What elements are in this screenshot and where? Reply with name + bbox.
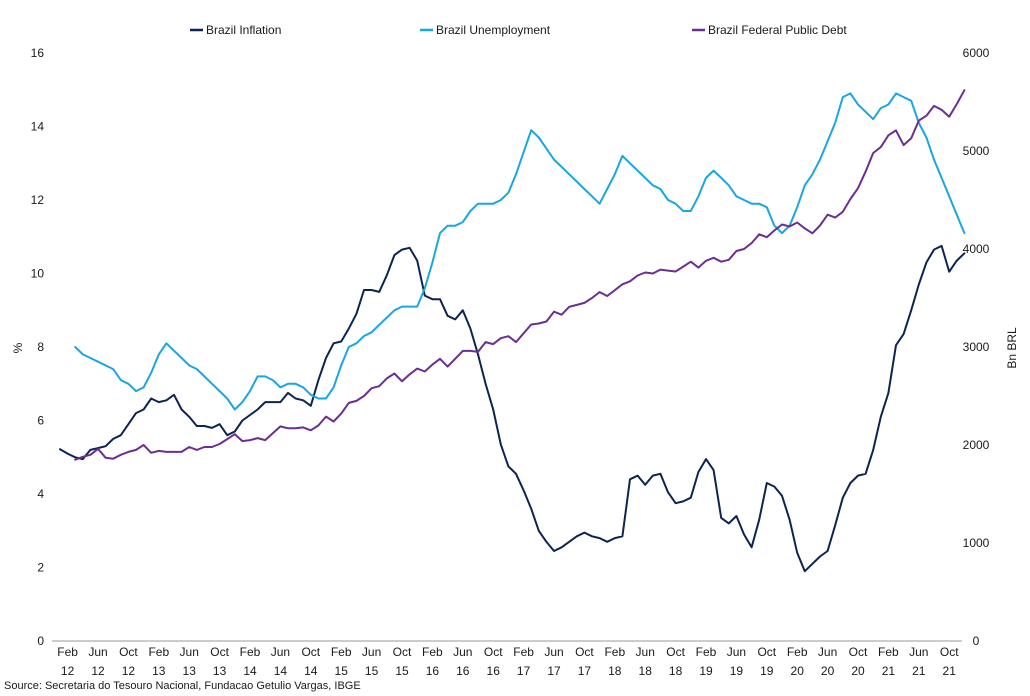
x-tick-year: 18 <box>608 664 622 678</box>
y-right-tick-label: 1000 <box>963 536 990 550</box>
legend-label: Brazil Unemployment <box>436 23 551 37</box>
x-tick-month: Feb <box>513 645 534 659</box>
series-line-brazil-unemployment <box>74 92 966 411</box>
y-axis-right: 0 1000 2000 3000 4000 5000 6000 <box>963 46 990 648</box>
x-tick-year: 21 <box>912 664 926 678</box>
x-axis: Feb 12 Jun 12 Oct 12 Feb 13 Jun 13 Oct 13 Feb 14 Jun 14… <box>57 645 959 678</box>
y-right-tick-label: 2000 <box>963 438 990 452</box>
x-tick-month: Oct <box>666 645 685 659</box>
y-left-tick-label: 0 <box>37 634 44 648</box>
x-tick-month: Oct <box>575 645 594 659</box>
x-tick-year: 16 <box>487 664 501 678</box>
series-line-brazil-inflation <box>59 244 966 573</box>
x-tick-year: 15 <box>335 664 349 678</box>
x-tick-month: Feb <box>422 645 443 659</box>
series-line-brazil-federal-public-debt <box>74 89 966 461</box>
x-tick-year: 16 <box>426 664 440 678</box>
x-tick-month: Oct <box>849 645 868 659</box>
legend-label: Brazil Inflation <box>206 23 281 37</box>
x-tick-year: 20 <box>821 664 835 678</box>
x-tick-month: Oct <box>940 645 959 659</box>
x-tick-month: Feb <box>331 645 352 659</box>
y-right-tick-label: 6000 <box>963 46 990 60</box>
x-tick-month: Feb <box>57 645 78 659</box>
x-tick-year: 21 <box>943 664 957 678</box>
y-left-tick-label: 6 <box>37 414 44 428</box>
x-tick-year: 18 <box>669 664 683 678</box>
x-tick-month: Oct <box>393 645 412 659</box>
y-axis-left-title: % <box>11 342 25 353</box>
x-tick-year: 14 <box>243 664 257 678</box>
x-tick-year: 19 <box>699 664 713 678</box>
x-tick-month: Feb <box>878 645 899 659</box>
x-tick-year: 17 <box>578 664 592 678</box>
x-tick-year: 13 <box>183 664 197 678</box>
x-tick-month: Feb <box>148 645 169 659</box>
x-tick-year: 12 <box>61 664 75 678</box>
x-tick-year: 16 <box>456 664 470 678</box>
x-tick-year: 17 <box>517 664 531 678</box>
x-tick-month: Jun <box>453 645 472 659</box>
x-tick-month: Feb <box>696 645 717 659</box>
x-tick-month: Jun <box>544 645 563 659</box>
x-tick-month: Oct <box>301 645 320 659</box>
x-tick-month: Oct <box>119 645 138 659</box>
x-tick-year: 19 <box>760 664 774 678</box>
y-left-tick-label: 16 <box>31 46 45 60</box>
y-left-tick-label: 10 <box>31 267 45 281</box>
x-tick-year: 20 <box>791 664 805 678</box>
x-tick-year: 14 <box>304 664 318 678</box>
x-tick-month: Oct <box>757 645 776 659</box>
y-left-tick-label: 8 <box>37 340 44 354</box>
source-note: Source: Secretaria do Tesouro Nacional, … <box>4 680 361 692</box>
x-tick-year: 13 <box>152 664 166 678</box>
x-tick-year: 15 <box>365 664 379 678</box>
x-tick-month: Feb <box>787 645 808 659</box>
x-tick-month: Oct <box>484 645 503 659</box>
x-tick-year: 19 <box>730 664 744 678</box>
y-right-tick-label: 4000 <box>963 242 990 256</box>
x-tick-year: 12 <box>122 664 136 678</box>
x-tick-year: 13 <box>213 664 227 678</box>
x-tick-month: Jun <box>727 645 746 659</box>
x-tick-year: 14 <box>274 664 288 678</box>
x-tick-year: 12 <box>91 664 105 678</box>
series-lines <box>59 89 966 573</box>
legend-label: Brazil Federal Public Debt <box>708 23 847 37</box>
x-tick-month: Jun <box>271 645 290 659</box>
x-tick-month: Jun <box>362 645 381 659</box>
x-tick-year: 20 <box>851 664 865 678</box>
x-tick-month: Jun <box>818 645 837 659</box>
y-left-tick-label: 14 <box>31 120 45 134</box>
y-axis-right-title: Bn BRL <box>1005 327 1019 369</box>
x-tick-month: Oct <box>210 645 229 659</box>
line-chart: Brazil Inflation Brazil Unemployment Brazi… <box>11 23 1019 678</box>
legend: Brazil Inflation Brazil Unemployment Brazi… <box>190 23 847 37</box>
x-tick-year: 21 <box>882 664 896 678</box>
y-right-tick-label: 3000 <box>963 340 990 354</box>
x-tick-month: Jun <box>88 645 107 659</box>
x-tick-month: Feb <box>240 645 261 659</box>
x-tick-year: 18 <box>639 664 653 678</box>
y-right-tick-label: 0 <box>973 634 980 648</box>
x-tick-month: Feb <box>604 645 625 659</box>
y-axis-left: 0 2 4 6 8 10 12 14 16 <box>31 46 45 648</box>
x-tick-month: Jun <box>636 645 655 659</box>
x-tick-month: Jun <box>909 645 928 659</box>
y-left-tick-label: 2 <box>37 561 44 575</box>
x-tick-year: 17 <box>547 664 561 678</box>
x-tick-month: Jun <box>180 645 199 659</box>
y-left-tick-label: 4 <box>37 487 44 501</box>
y-left-tick-label: 12 <box>31 193 45 207</box>
y-right-tick-label: 5000 <box>963 144 990 158</box>
x-tick-year: 15 <box>395 664 409 678</box>
